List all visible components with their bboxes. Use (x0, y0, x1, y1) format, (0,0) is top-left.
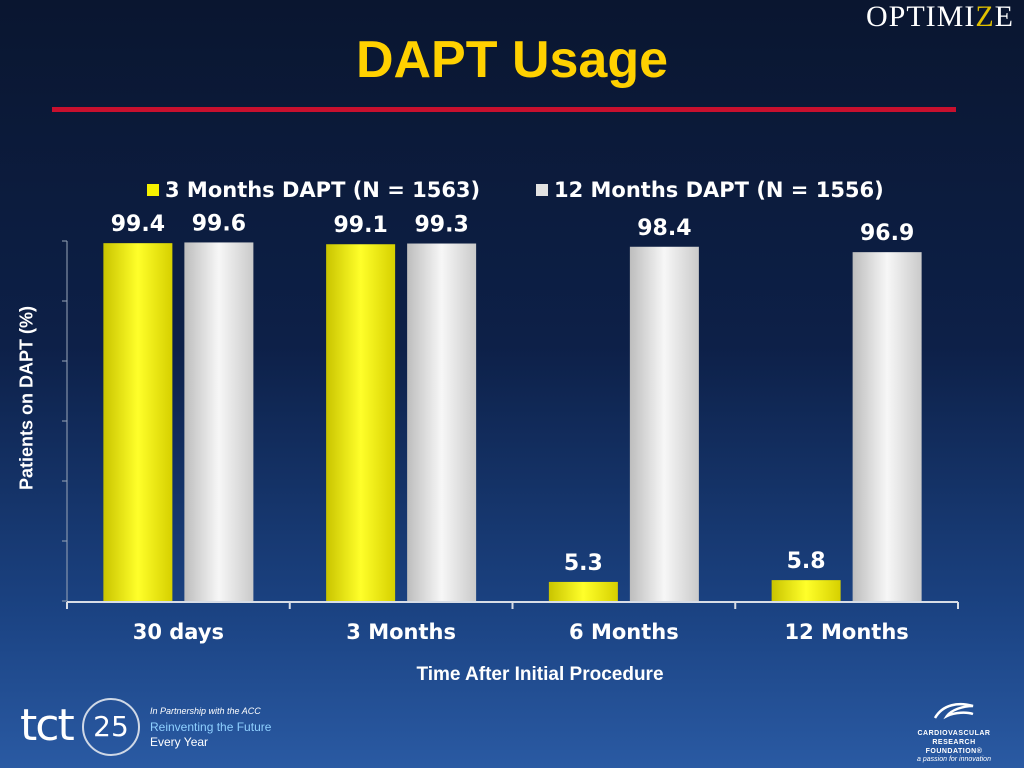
x-tick-label: 3 Months (346, 620, 456, 644)
bar-dapt-12mo-6-months (629, 246, 699, 601)
crf-swirl-icon (933, 702, 974, 720)
bar-dapt-3mo-12-months (771, 580, 841, 601)
tct-tagline: In Partnership with the ACC Reinventing … (150, 706, 272, 749)
bar-dapt-12mo-30-days (184, 242, 254, 601)
bar-dapt-12mo-12-months (852, 252, 922, 601)
data-label: 99.4 (111, 212, 165, 237)
data-label: 98.4 (637, 216, 691, 241)
bar-dapt-12mo-3-months (407, 243, 477, 601)
legend-swatch (536, 184, 548, 196)
x-tick-label: 6 Months (569, 620, 679, 644)
tct-wordmark: tct (20, 700, 75, 751)
legend-swatch (147, 184, 159, 196)
bar-dapt-3mo-6-months (548, 581, 618, 601)
bar-dapt-3mo-3-months (326, 244, 396, 602)
data-label: 99.1 (333, 213, 387, 238)
data-label: 99.3 (414, 213, 468, 238)
title-divider (52, 107, 956, 112)
bar-dapt-3mo-30-days (103, 243, 173, 601)
y-axis-title: Patients on DAPT (%) (16, 305, 37, 491)
data-label: 99.6 (192, 211, 246, 236)
data-label: 96.9 (860, 221, 914, 246)
optimize-logo: OPTIMIZE (866, 0, 1014, 33)
legend-item-dapt-3mo: 3 Months DAPT (N = 1563) (165, 178, 480, 202)
data-label: 5.3 (564, 551, 603, 576)
legend-item-dapt-12mo: 12 Months DAPT (N = 1556) (554, 178, 884, 202)
tct-25-badge: 25 (82, 698, 140, 756)
slide-title: DAPT Usage (355, 31, 669, 89)
crf-logo: CARDIOVASCULAR RESEARCH FOUNDATION® a pa… (904, 700, 1004, 763)
x-axis-title: Time After Initial Procedure (416, 664, 664, 685)
x-tick-label: 12 Months (784, 620, 908, 644)
x-tick-label: 30 days (133, 620, 224, 644)
data-label: 5.8 (787, 549, 826, 574)
